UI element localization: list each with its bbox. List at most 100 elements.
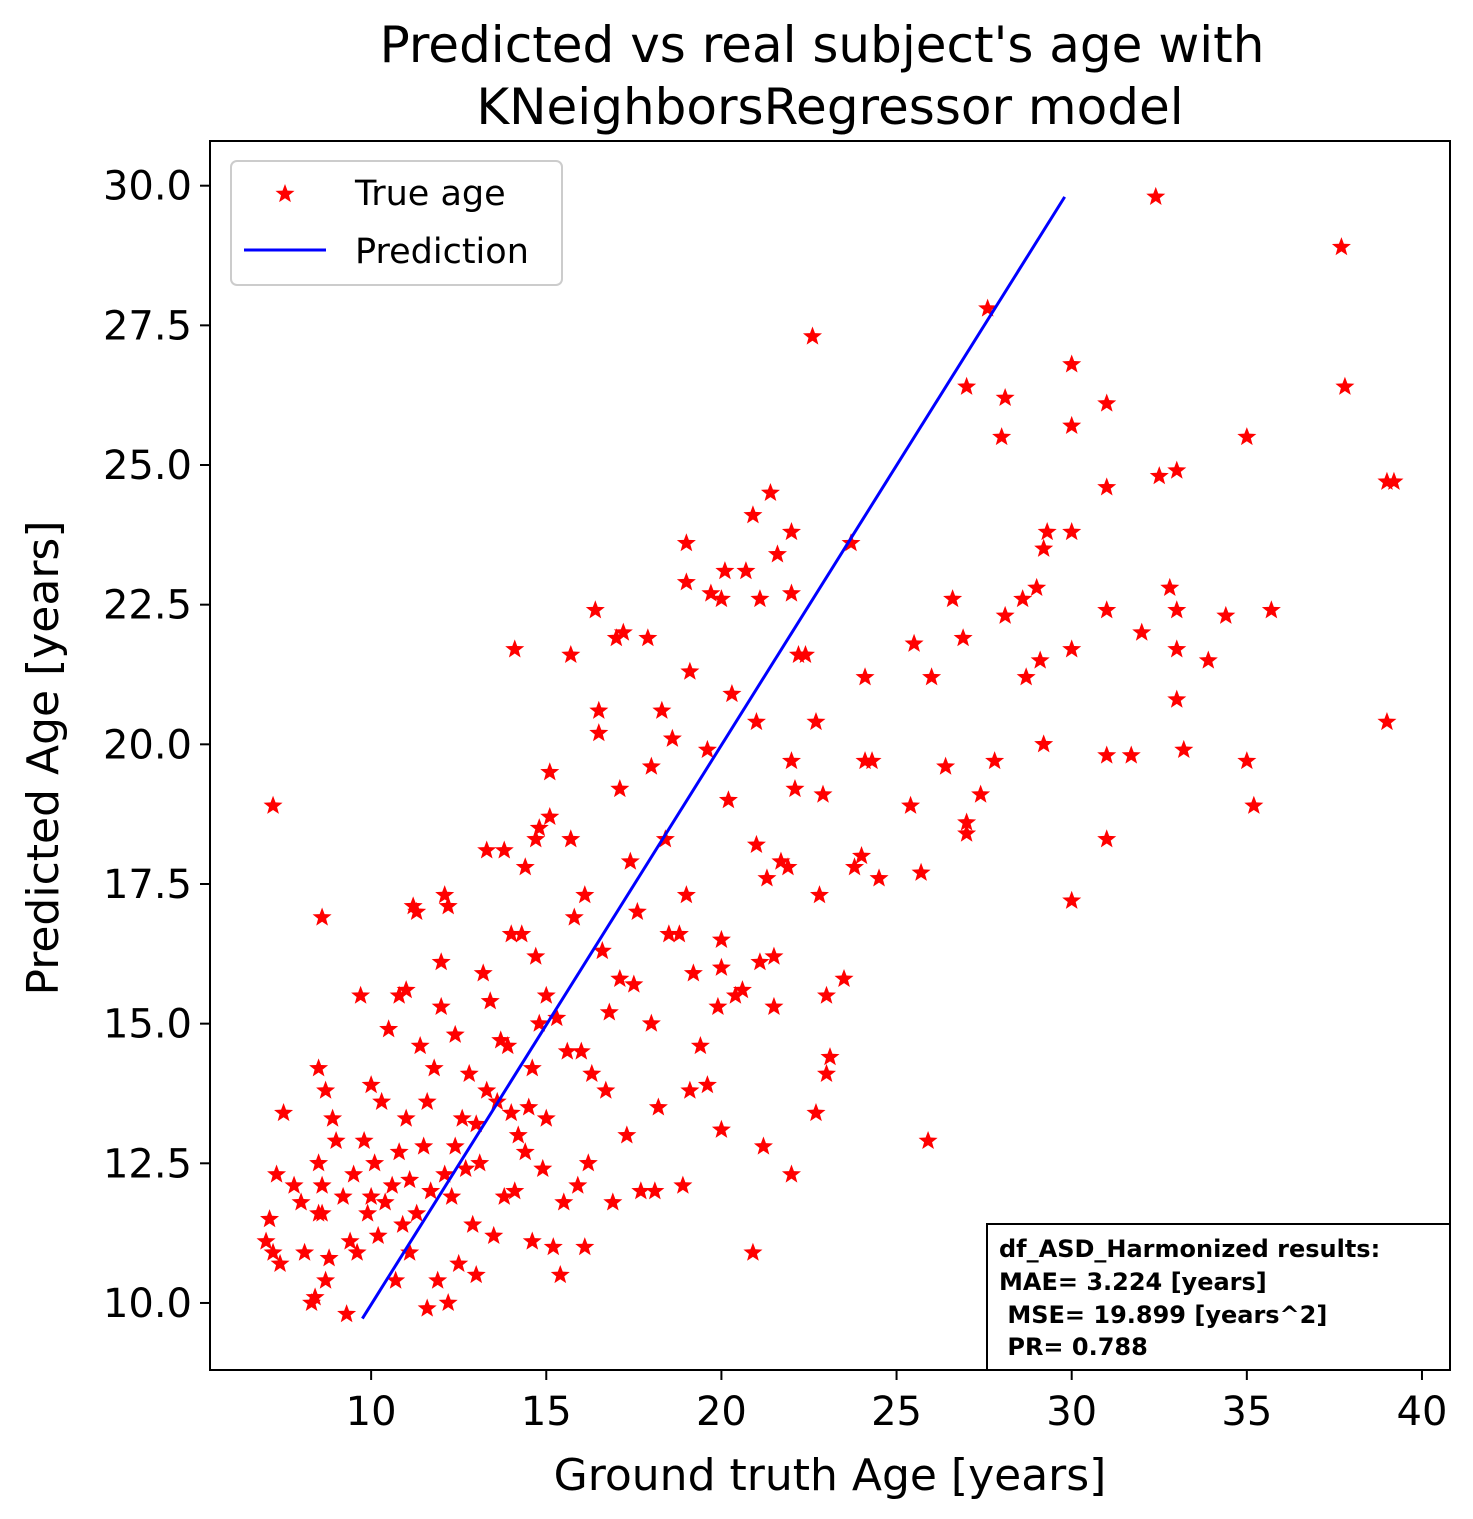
data-point bbox=[1097, 829, 1117, 848]
data-point bbox=[312, 1203, 332, 1222]
legend-label-true-age: True age bbox=[354, 174, 506, 214]
data-point bbox=[743, 505, 763, 524]
data-point bbox=[256, 1231, 276, 1250]
data-point bbox=[340, 1231, 360, 1250]
data-point bbox=[501, 1103, 521, 1122]
data-point bbox=[816, 985, 837, 1004]
data-point bbox=[1146, 186, 1166, 205]
data-point bbox=[1335, 376, 1355, 395]
data-point bbox=[344, 1164, 364, 1183]
data-point bbox=[351, 985, 371, 1004]
data-point bbox=[417, 1091, 437, 1110]
y-tick-label: 12.5 bbox=[103, 1141, 192, 1187]
data-point bbox=[557, 1041, 577, 1060]
data-point bbox=[316, 1080, 336, 1099]
data-point bbox=[781, 1164, 801, 1183]
data-point bbox=[375, 1192, 395, 1211]
legend-label-prediction: Prediction bbox=[355, 232, 529, 272]
data-point bbox=[922, 667, 942, 686]
data-point bbox=[809, 885, 829, 904]
data-point bbox=[585, 600, 605, 619]
data-point bbox=[869, 868, 889, 887]
data-point bbox=[267, 1164, 287, 1183]
data-point bbox=[957, 812, 977, 831]
data-point bbox=[333, 1186, 353, 1205]
data-point bbox=[505, 639, 525, 658]
data-point bbox=[1244, 795, 1264, 814]
data-point bbox=[309, 1058, 329, 1077]
data-point bbox=[491, 1030, 511, 1049]
data-point bbox=[540, 762, 560, 781]
data-point bbox=[1034, 734, 1054, 753]
data-point bbox=[389, 985, 409, 1004]
data-point bbox=[536, 1108, 556, 1127]
data-point bbox=[711, 929, 731, 948]
data-point bbox=[1167, 600, 1187, 619]
data-point bbox=[386, 1270, 406, 1289]
data-point bbox=[463, 1214, 483, 1233]
data-point bbox=[347, 1242, 367, 1261]
data-point bbox=[802, 326, 822, 345]
data-point bbox=[631, 1181, 651, 1200]
data-point bbox=[1160, 577, 1180, 596]
data-point bbox=[936, 756, 956, 775]
data-point bbox=[431, 996, 451, 1015]
x-tick-label: 20 bbox=[696, 1389, 747, 1435]
data-point bbox=[529, 818, 549, 837]
data-point bbox=[1037, 522, 1057, 541]
data-point bbox=[781, 583, 801, 602]
data-point bbox=[410, 1035, 430, 1055]
data-point bbox=[985, 751, 1005, 770]
stats-box-frame bbox=[986, 1223, 1451, 1371]
data-point bbox=[718, 790, 738, 809]
data-point bbox=[442, 1186, 462, 1205]
data-point bbox=[263, 1242, 283, 1261]
data-point bbox=[673, 1175, 693, 1194]
data-point bbox=[417, 1298, 437, 1317]
data-point bbox=[368, 1225, 388, 1245]
data-point bbox=[571, 1041, 591, 1060]
data-point bbox=[494, 840, 514, 859]
data-point bbox=[781, 751, 801, 770]
data-point bbox=[683, 963, 703, 982]
data-point bbox=[676, 572, 696, 591]
data-point bbox=[1121, 745, 1141, 764]
data-point bbox=[648, 1097, 668, 1116]
data-point bbox=[697, 1075, 717, 1094]
data-point bbox=[711, 589, 731, 608]
data-point bbox=[911, 862, 931, 881]
data-point bbox=[1016, 667, 1036, 686]
y-axis: 10.0 12.5 15.0 17.5 20.0 22.5 25.0 27.5 30.0 bbox=[103, 164, 210, 1327]
data-point bbox=[400, 1242, 420, 1261]
chart-title-line-1: Predicted vs real subject's age with bbox=[380, 16, 1265, 74]
data-point bbox=[550, 1265, 570, 1284]
data-point bbox=[1097, 393, 1117, 412]
data-point bbox=[624, 974, 644, 993]
data-point bbox=[477, 1080, 497, 1099]
y-tick-label: 15.0 bbox=[103, 1002, 192, 1048]
data-point bbox=[701, 583, 721, 602]
data-point bbox=[323, 1108, 343, 1127]
data-point bbox=[662, 728, 682, 747]
legend-star-icon bbox=[275, 184, 295, 203]
data-point bbox=[508, 1125, 528, 1144]
data-point bbox=[435, 885, 455, 904]
data-point bbox=[438, 896, 458, 915]
data-point bbox=[753, 1136, 773, 1155]
data-point bbox=[722, 684, 742, 703]
data-point bbox=[778, 857, 798, 876]
x-tick-label: 40 bbox=[1397, 1389, 1448, 1435]
data-point bbox=[365, 1153, 385, 1172]
data-point bbox=[901, 795, 921, 814]
data-point bbox=[372, 1091, 392, 1110]
data-point bbox=[407, 901, 427, 921]
data-point bbox=[358, 1203, 378, 1222]
data-point bbox=[393, 1214, 413, 1233]
data-point bbox=[995, 605, 1015, 624]
data-point bbox=[578, 1153, 598, 1172]
data-point bbox=[407, 1203, 427, 1222]
plot-frame bbox=[209, 140, 1451, 1371]
x-tick-label: 35 bbox=[1221, 1389, 1272, 1435]
data-point bbox=[725, 985, 745, 1004]
data-point bbox=[326, 1130, 346, 1150]
